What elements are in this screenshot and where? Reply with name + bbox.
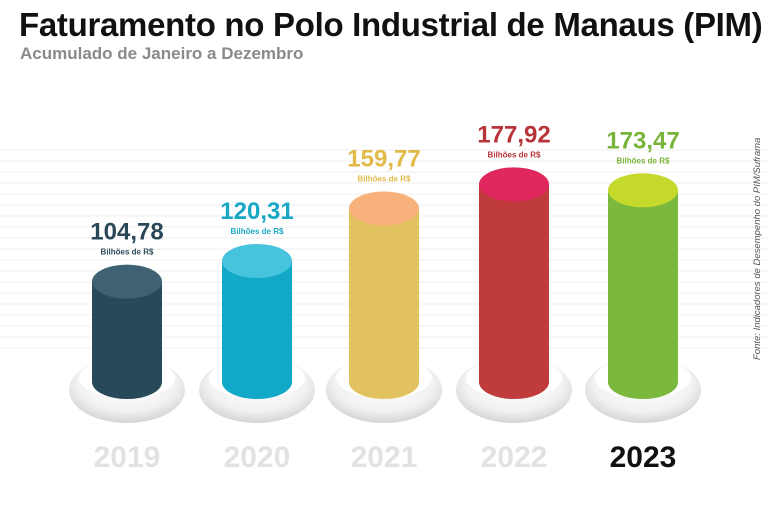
value-label: 104,78 (90, 219, 163, 246)
bar-top-2023 (608, 173, 678, 208)
value-label: 173,47 (606, 127, 679, 154)
bar-top-2021 (349, 191, 419, 226)
bar-top-2020 (222, 243, 292, 278)
unit-label: Bilhões de R$ (617, 156, 670, 165)
bar-top-2022 (479, 167, 549, 202)
year-label: 2022 (481, 441, 548, 474)
bar-group-2020: 120,31 Bilhões de R$ 2020 (199, 198, 315, 474)
year-label: 2023 (610, 441, 677, 474)
chart-subtitle: Acumulado de Janeiro a Dezembro (20, 44, 304, 63)
unit-label: Bilhões de R$ (358, 175, 411, 184)
value-label: 120,31 (220, 198, 293, 225)
bar-group-2022: 177,92 Bilhões de R$ 2022 (456, 121, 572, 474)
bar-group-2019: 104,78 Bilhões de R$ 2019 (69, 219, 185, 474)
chart-title: Faturamento no Polo Industrial de Manaus… (19, 6, 763, 43)
unit-label: Bilhões de R$ (231, 227, 284, 236)
year-label: 2020 (224, 441, 291, 474)
bar-group-2021: 159,77 Bilhões de R$ 2021 (326, 146, 442, 474)
unit-label: Bilhões de R$ (488, 150, 541, 159)
bar-2021 (349, 208, 419, 399)
value-label: 159,77 (347, 146, 420, 173)
bar-2020 (222, 260, 292, 399)
bar-top-2019 (92, 264, 162, 299)
year-label: 2021 (351, 441, 418, 474)
year-label: 2019 (94, 441, 161, 474)
source-note: Fonte: Indicadores de Desempenho do PIM/… (752, 137, 763, 360)
bar-2023 (608, 190, 678, 399)
value-label: 177,92 (477, 121, 550, 148)
bar-2019 (92, 281, 162, 399)
unit-label: Bilhões de R$ (101, 248, 154, 257)
bar-2022 (479, 184, 549, 399)
bar-group-2023: 173,47 Bilhões de R$ 2023 (585, 127, 701, 474)
